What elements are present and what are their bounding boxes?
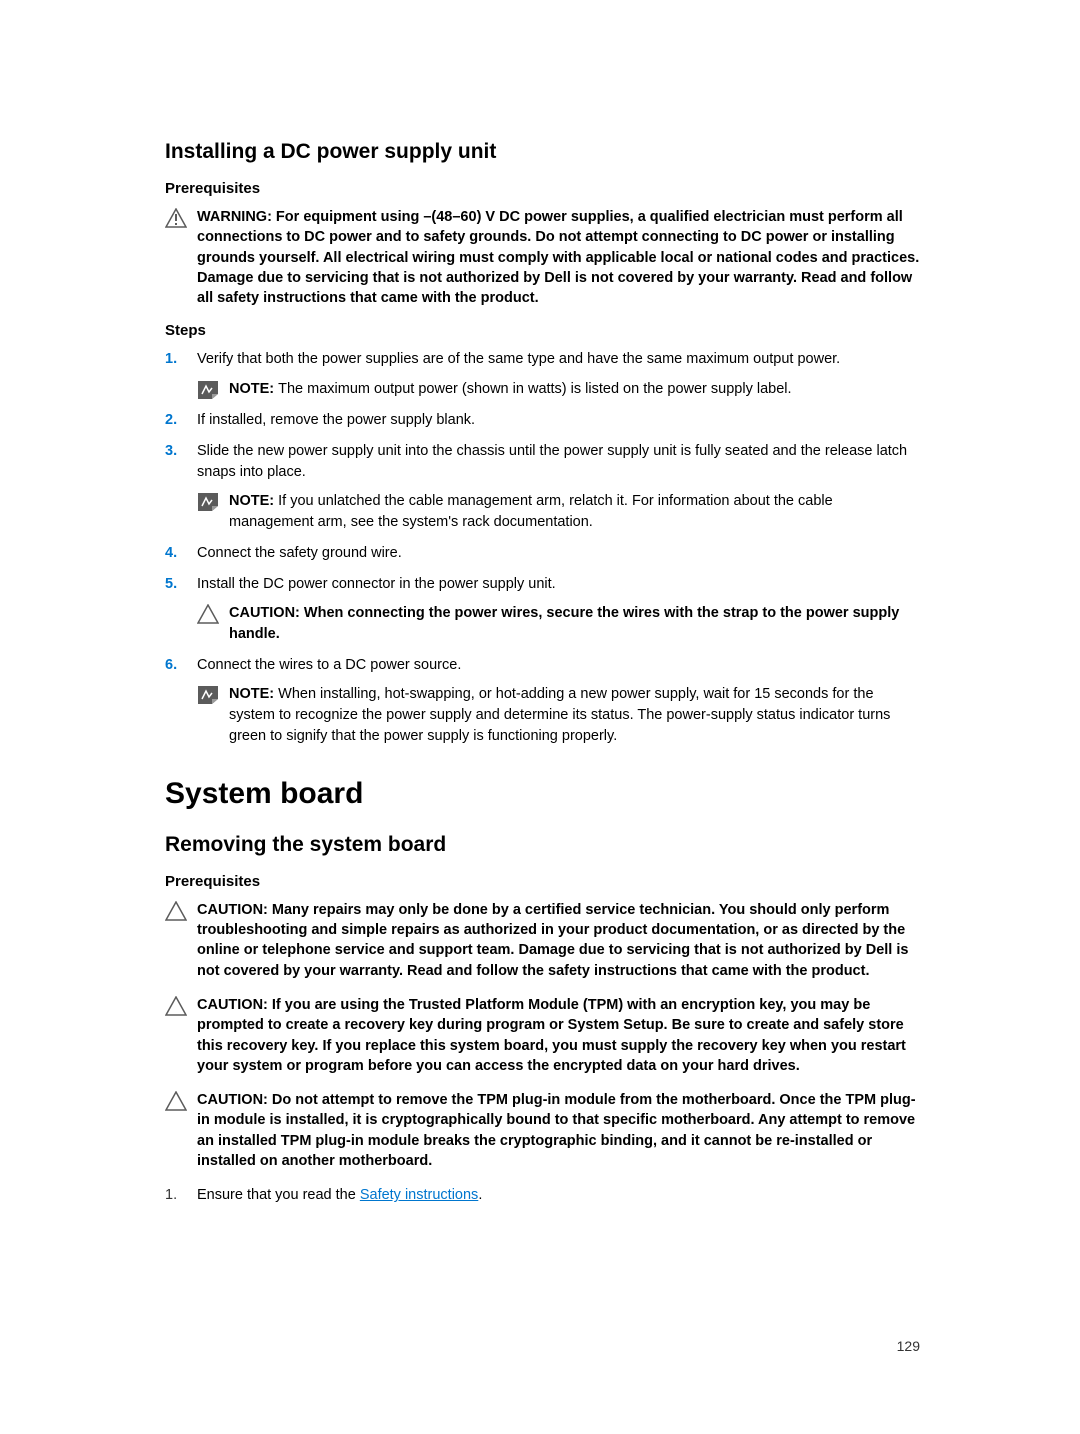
caution-icon <box>165 901 187 921</box>
note-callout: NOTE: When installing, hot-swapping, or … <box>197 684 920 747</box>
caution-callout: CAUTION: When connecting the power wires… <box>197 603 920 645</box>
step-item: Install the DC power connector in the po… <box>165 574 920 645</box>
warning-callout: WARNING: For equipment using –(48–60) V … <box>165 207 920 308</box>
caution-text: CAUTION: If you are using the Trusted Pl… <box>197 997 906 1074</box>
step-text: Connect the wires to a DC power source. <box>197 657 461 673</box>
step-item: Ensure that you read the Safety instruct… <box>165 1185 920 1206</box>
step-item: Connect the wires to a DC power source. … <box>165 655 920 747</box>
caution-text: CAUTION: When connecting the power wires… <box>229 605 899 642</box>
note-prefix: NOTE: <box>229 493 278 509</box>
prerequisites-label: Prerequisites <box>165 873 920 890</box>
page-number: 129 <box>897 1338 920 1354</box>
prerequisites-label: Prerequisites <box>165 180 920 197</box>
steps-label: Steps <box>165 322 920 339</box>
step-text: Connect the safety ground wire. <box>197 545 402 561</box>
note-icon <box>197 492 219 512</box>
prereq-steps-list: Ensure that you read the Safety instruct… <box>165 1185 920 1206</box>
subsection-heading-removing-board: Removing the system board <box>165 833 920 857</box>
note-text: When installing, hot-swapping, or hot-ad… <box>229 686 890 744</box>
note-icon <box>197 685 219 705</box>
step-text: Install the DC power connector in the po… <box>197 576 556 592</box>
step-item: Connect the safety ground wire. <box>165 543 920 564</box>
section-heading-system-board: System board <box>165 777 920 811</box>
step-text-prefix: Ensure that you read the <box>197 1187 360 1203</box>
safety-instructions-link[interactable]: Safety instructions <box>360 1187 478 1203</box>
note-text: The maximum output power (shown in watts… <box>278 381 791 397</box>
note-prefix: NOTE: <box>229 381 278 397</box>
step-item: Slide the new power supply unit into the… <box>165 441 920 533</box>
step-text-suffix: . <box>478 1187 482 1203</box>
note-callout: NOTE: If you unlatched the cable managem… <box>197 491 920 533</box>
caution-callout: CAUTION: Many repairs may only be done b… <box>165 900 920 981</box>
steps-list: Verify that both the power supplies are … <box>165 349 920 746</box>
step-item: If installed, remove the power supply bl… <box>165 410 920 431</box>
caution-icon <box>165 996 187 1016</box>
note-text: If you unlatched the cable management ar… <box>229 493 833 530</box>
warning-text: WARNING: For equipment using –(48–60) V … <box>197 209 919 306</box>
note-prefix: NOTE: <box>229 686 278 702</box>
caution-icon <box>165 1091 187 1111</box>
document-page: Installing a DC power supply unit Prereq… <box>0 0 1080 1206</box>
step-text: Slide the new power supply unit into the… <box>197 443 907 480</box>
warning-icon <box>165 208 187 228</box>
note-callout: NOTE: The maximum output power (shown in… <box>197 379 920 400</box>
caution-text: CAUTION: Many repairs may only be done b… <box>197 902 908 979</box>
caution-text: CAUTION: Do not attempt to remove the TP… <box>197 1092 916 1169</box>
caution-callout: CAUTION: If you are using the Trusted Pl… <box>165 995 920 1076</box>
caution-callout: CAUTION: Do not attempt to remove the TP… <box>165 1090 920 1171</box>
step-text: If installed, remove the power supply bl… <box>197 412 475 428</box>
step-item: Verify that both the power supplies are … <box>165 349 920 399</box>
note-icon <box>197 380 219 400</box>
step-text: Verify that both the power supplies are … <box>197 351 840 367</box>
section-heading-install-dc-psu: Installing a DC power supply unit <box>165 140 920 164</box>
caution-icon <box>197 604 219 624</box>
